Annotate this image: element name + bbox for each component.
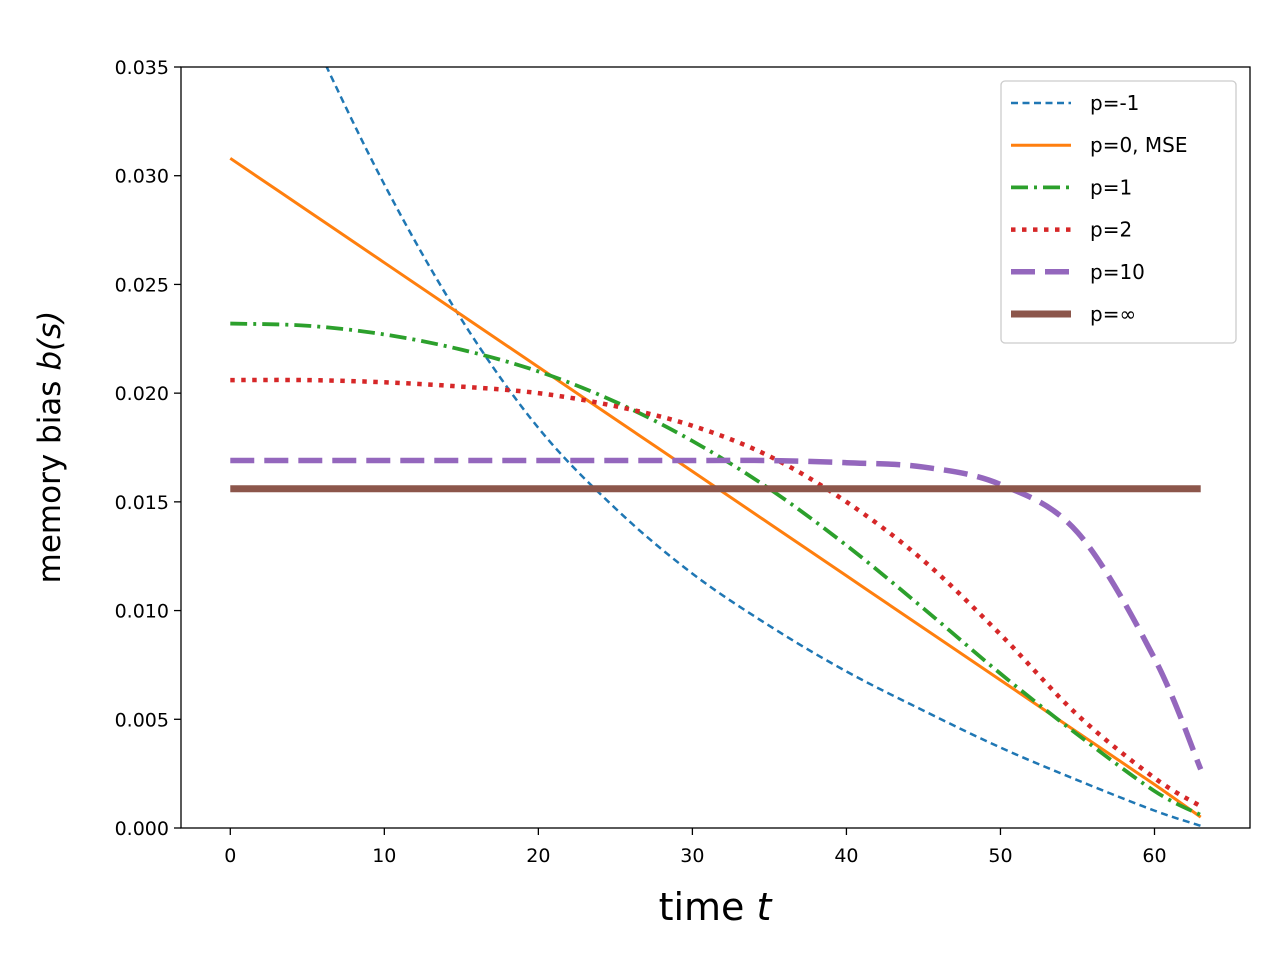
legend: p=-1 p=0, MSE p=1 p=2 p=10 p=∞: [1000, 80, 1237, 344]
y-tick-label: 0.005: [115, 709, 169, 731]
x-tick-label: 40: [834, 845, 858, 867]
legend-label: p=0, MSE: [1090, 133, 1187, 157]
y-axis-title: memory bias b(s): [32, 311, 68, 584]
y-tick-label: 0.030: [115, 166, 169, 188]
x-axis-title: time t: [659, 885, 774, 929]
x-axis: 0 10 20 30 40 50 60: [224, 828, 1167, 867]
y-tick-label: 0.020: [115, 383, 169, 405]
y-tick-label: 0.015: [115, 492, 169, 514]
y-axis: 0.000 0.005 0.010 0.015 0.020 0.025 0.030 0.035: [115, 57, 181, 840]
legend-label: p=∞: [1090, 302, 1136, 326]
x-axis-title-text: time: [659, 885, 745, 929]
y-tick-label: 0.000: [115, 818, 169, 840]
legend-label: p=1: [1090, 175, 1132, 199]
series-line-5: [230, 457, 1204, 771]
legend-label: p=2: [1090, 218, 1132, 242]
x-tick-label: 50: [988, 845, 1012, 867]
legend-label: p=10: [1090, 260, 1145, 284]
x-axis-title-variable: t: [757, 885, 774, 929]
series-line-3: [230, 321, 1202, 817]
x-tick-label: 20: [526, 845, 550, 867]
x-tick-label: 10: [372, 845, 396, 867]
y-axis-title-text: memory bias: [32, 381, 68, 584]
y-tick-label: 0.025: [115, 274, 169, 296]
plot-frame: [180, 66, 1251, 829]
y-axis-title-variable: b(s): [32, 311, 68, 371]
series-line-1: [325, 67, 1202, 828]
x-tick-label: 0: [224, 845, 236, 867]
x-tick-label: 30: [680, 845, 704, 867]
y-tick-label: 0.010: [115, 601, 169, 623]
series-line-4: [230, 377, 1202, 809]
y-tick-label: 0.035: [115, 57, 169, 79]
legend-label: p=-1: [1090, 91, 1139, 115]
series-layer: [229, 67, 1204, 828]
x-tick-label: 60: [1142, 845, 1166, 867]
